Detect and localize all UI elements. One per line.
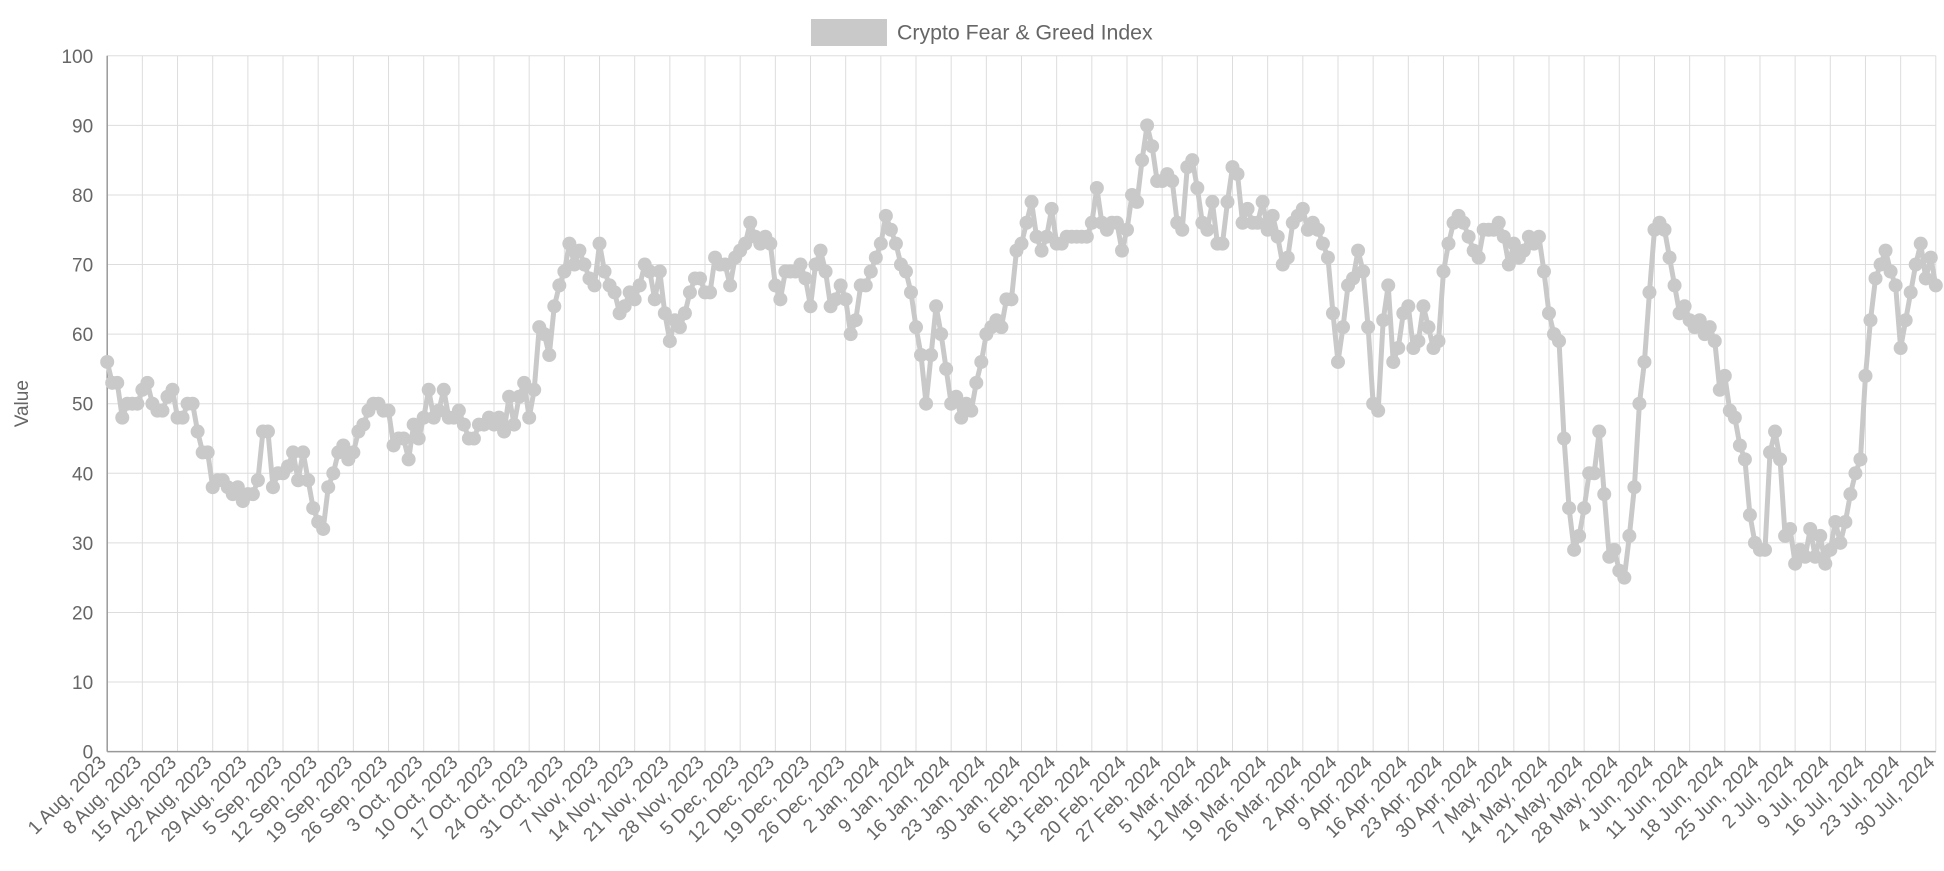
- svg-text:50: 50: [72, 395, 93, 416]
- svg-text:70: 70: [72, 256, 93, 277]
- svg-text:30: 30: [72, 534, 93, 555]
- svg-text:10: 10: [72, 673, 93, 694]
- svg-text:40: 40: [72, 464, 93, 485]
- svg-text:60: 60: [72, 325, 93, 346]
- svg-text:Value: Value: [12, 380, 33, 427]
- svg-text:20: 20: [72, 603, 93, 624]
- svg-text:90: 90: [72, 116, 93, 137]
- svg-text:100: 100: [61, 47, 93, 68]
- svg-text:Crypto Fear & Greed Index: Crypto Fear & Greed Index: [897, 21, 1153, 45]
- svg-text:80: 80: [72, 186, 93, 207]
